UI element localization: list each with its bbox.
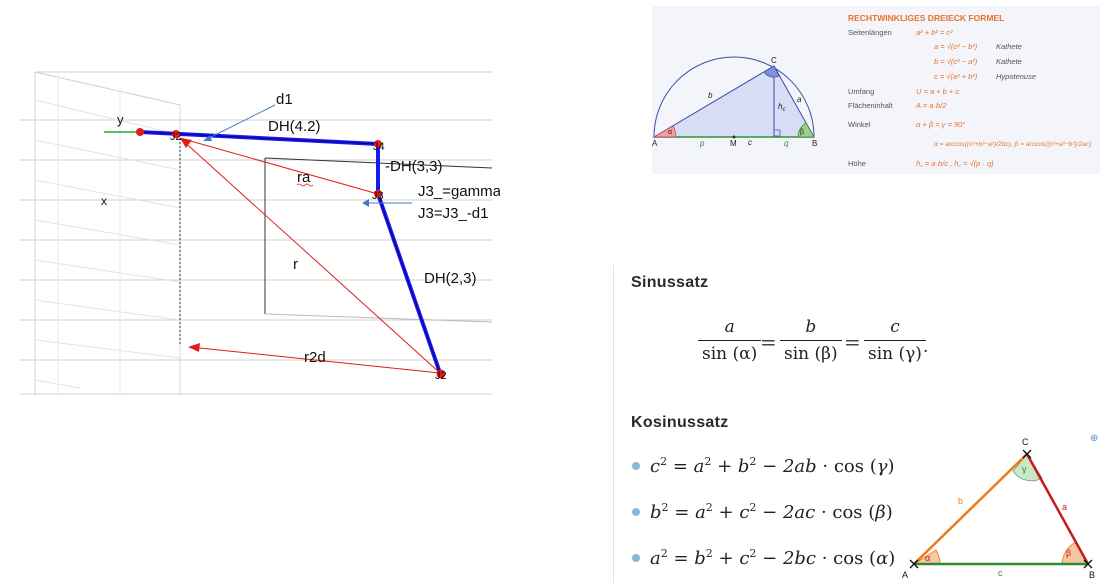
- list-bullet: [632, 554, 640, 562]
- label-j3-note-2: J3=J3_-d1: [418, 205, 488, 222]
- d1-callout-line: [204, 104, 276, 141]
- red-construction-lines: [179, 137, 441, 374]
- joint-j2-top: [172, 130, 180, 138]
- svg-text:a: a: [797, 95, 802, 104]
- formula-row-note: Kathete: [996, 42, 1022, 51]
- svg-text:b: b: [958, 496, 963, 506]
- formula-rows: Seitenlängen a² + b² = c² a = √(c² − b²) Ka…: [848, 28, 1091, 168]
- sine-fraction-b: b sin (β): [780, 317, 842, 364]
- joint-j3: [374, 190, 382, 198]
- formula-row-expression: U = a + b + c: [916, 87, 959, 96]
- triangle-laws-section: Sinussatz a sin (α) = b sin (β) = c sin …: [610, 262, 1119, 587]
- formula-row-expression: a = √(c² − b²): [934, 42, 978, 51]
- svg-text:c: c: [998, 568, 1003, 578]
- svg-text:β: β: [1066, 548, 1071, 558]
- list-bullet: [632, 508, 640, 516]
- equals-sign: =: [760, 330, 777, 354]
- svg-text:M: M: [730, 139, 737, 148]
- add-comment-icon[interactable]: ⊕: [1090, 433, 1099, 444]
- thales-semicircle: [653, 56, 815, 138]
- label-j3: J3: [372, 190, 384, 202]
- label-x: x: [101, 194, 107, 208]
- general-triangle-figure: C A B b a c α β γ: [902, 437, 1095, 580]
- formula-row-label: Umfang: [848, 87, 874, 96]
- svg-text:C: C: [771, 56, 777, 65]
- formula-row-expression: b = √(c² − a²): [934, 57, 978, 66]
- robot-arm-sketch: y x J2 d1 DH(4.2) J4 -DH(3,3) ra J3 J3_=…: [20, 71, 500, 395]
- r2d-arrowhead: [188, 343, 200, 352]
- cosine-formula-a: a2 = b2 + c2 − 2bc · cos (α): [650, 547, 896, 569]
- svg-text:β: β: [800, 129, 804, 136]
- side-a: [1025, 453, 1090, 565]
- label-joint-start: J2: [170, 131, 182, 143]
- formula-row-expression: A = a·b/2: [915, 101, 947, 110]
- formula-row-expression: h꜀ = a·b/c , h꜀ = √(p · q): [916, 159, 994, 168]
- label-r: r: [293, 256, 298, 273]
- svg-text:q: q: [784, 139, 789, 148]
- gamma-angle-arc: [1012, 453, 1043, 482]
- svg-text:hc: hc: [778, 102, 785, 113]
- kosinussatz-heading: Kosinussatz: [631, 414, 729, 431]
- svg-text:C: C: [1022, 437, 1029, 447]
- joint-start: [136, 128, 144, 136]
- label-j3-note-1: J3_=gamma: [418, 183, 500, 200]
- svg-text:α: α: [925, 553, 930, 563]
- formula-row-expression: α = arccos((c²+b²−a²)/2bc), β = arccos((…: [934, 141, 1091, 148]
- right-angle-mark: [773, 129, 781, 137]
- sinussatz-heading: Sinussatz: [631, 274, 709, 291]
- label-dh-top: DH(4.2): [268, 118, 321, 135]
- equation-period: .: [923, 337, 929, 357]
- formula-row-label: Winkel: [848, 120, 871, 129]
- formula-row-expression: c = √(a² + b²): [934, 72, 978, 81]
- svg-text:b: b: [708, 91, 713, 100]
- label-d1: d1: [276, 91, 293, 108]
- formula-row-label: Höhe: [848, 159, 866, 168]
- right-triangle-formula-card: C A B M b a c hc p q α β RECHTWINKLIGES …: [652, 6, 1100, 174]
- formula-row-expression: α + β = γ = 90°: [916, 120, 965, 129]
- formula-row-label: Seitenlängen: [848, 28, 892, 37]
- perspective-grid: [20, 71, 492, 395]
- alpha-arc: [652, 125, 677, 138]
- svg-text:B: B: [812, 139, 817, 148]
- label-base-joint: J2: [435, 370, 447, 382]
- formula-row-note: Hypotenuse: [996, 72, 1036, 81]
- label-ra: ra: [297, 169, 311, 186]
- svg-text:γ: γ: [1022, 464, 1027, 474]
- gamma-arc: [763, 65, 780, 78]
- label-dh-mid: -DH(3,3): [385, 158, 443, 175]
- equals-sign: =: [844, 330, 861, 354]
- svg-text:a: a: [1062, 502, 1067, 512]
- label-r2d: r2d: [304, 349, 326, 366]
- joint-base: [436, 369, 446, 379]
- formula-row-expression: a² + b² = c²: [916, 28, 953, 37]
- svg-text:B: B: [1089, 570, 1095, 580]
- side-b: [913, 453, 1028, 565]
- svg-text:p: p: [699, 139, 705, 148]
- sine-fraction-a: a sin (α): [698, 317, 762, 364]
- label-y: y: [117, 112, 124, 127]
- formula-card-title: RECHTWINKLIGES DREIECK FORMEL: [848, 13, 1004, 23]
- svg-text:α: α: [668, 129, 672, 136]
- formula-card-graphic: C A B M b a c hc p q α β RECHTWINKLIGES …: [652, 13, 1091, 168]
- card-triangle: [652, 65, 815, 138]
- list-bullet: [632, 462, 640, 470]
- label-j4: J4: [373, 141, 385, 153]
- beta-arc: [797, 122, 815, 138]
- cosine-formula-b: b2 = a2 + c2 − 2ac · cos (β): [650, 501, 893, 523]
- r-arrowhead: [180, 138, 192, 148]
- joint-j4: [374, 140, 382, 148]
- sine-fraction-c: c sin (γ): [864, 317, 926, 364]
- formula-row-label: Flächeninhalt: [848, 101, 894, 110]
- label-dh-low: DH(2,3): [424, 270, 477, 287]
- svg-text:c: c: [748, 138, 752, 147]
- section-divider: [613, 265, 614, 583]
- svg-text:A: A: [652, 139, 658, 148]
- formula-row-note: Kathete: [996, 57, 1022, 66]
- cosine-formula-c: c2 = a2 + b2 − 2ab · cos (γ): [650, 455, 895, 477]
- spellcheck-squiggle: [296, 183, 314, 187]
- svg-text:A: A: [902, 570, 908, 580]
